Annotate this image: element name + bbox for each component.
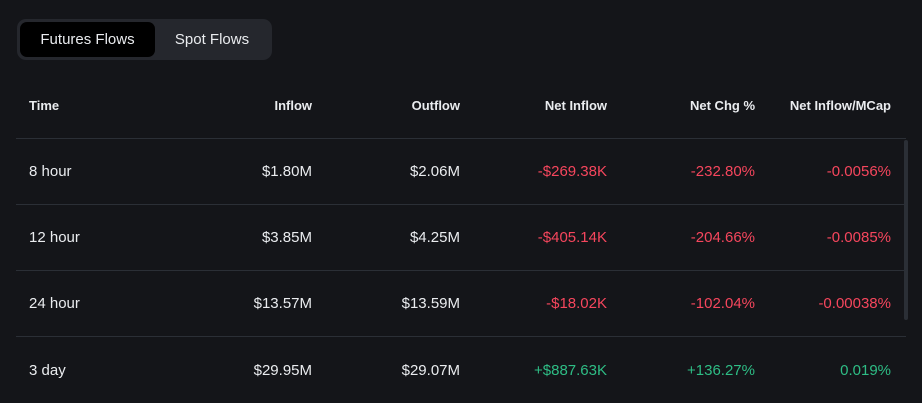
- table-row: 24 hour $13.57M $13.59M -$18.02K -102.04…: [16, 271, 906, 337]
- cell-net-inflow: +$887.63K: [534, 361, 607, 379]
- cell-time: 3 day: [29, 361, 66, 379]
- cell-time: 12 hour: [29, 229, 80, 246]
- cell-time: 24 hour: [29, 295, 80, 312]
- tab-futures-flows[interactable]: Futures Flows: [20, 22, 155, 57]
- cell-net-inflow-mcap: -0.0085%: [826, 229, 891, 246]
- table-row: 8 hour $1.80M $2.06M -$269.38K -232.80% …: [16, 139, 906, 205]
- table-row: 3 day $29.95M $29.07M +$887.63K +136.27%…: [16, 337, 906, 403]
- flow-type-tabs: Futures Flows Spot Flows: [17, 19, 272, 60]
- header-outflow: Outflow: [411, 97, 460, 113]
- header-time: Time: [29, 97, 60, 113]
- cell-inflow: $13.57M: [253, 295, 312, 312]
- cell-inflow: $1.80M: [261, 163, 312, 180]
- header-net-chg: Net Chg %: [690, 97, 755, 113]
- cell-net-chg: -102.04%: [690, 295, 755, 312]
- table-scrollbar[interactable]: [904, 140, 908, 320]
- cell-net-inflow: -$405.14K: [537, 229, 607, 246]
- cell-time: 8 hour: [29, 163, 72, 180]
- cell-net-chg: -232.80%: [690, 163, 755, 180]
- table-header-row: Time Inflow Outflow Net Inflow Net Chg %…: [16, 72, 906, 139]
- cell-inflow: $29.95M: [253, 361, 312, 379]
- cell-net-chg: +136.27%: [687, 361, 755, 379]
- table-row: 12 hour $3.85M $4.25M -$405.14K -204.66%…: [16, 205, 906, 271]
- cell-outflow: $29.07M: [401, 361, 460, 379]
- cell-net-inflow-mcap: -0.00038%: [818, 295, 891, 312]
- cell-net-inflow-mcap: 0.019%: [840, 361, 891, 379]
- cell-outflow: $2.06M: [409, 163, 460, 180]
- header-net-inflow: Net Inflow: [544, 97, 607, 113]
- header-net-inflow-mcap: Net Inflow/MCap: [789, 97, 891, 113]
- cell-outflow: $13.59M: [401, 295, 460, 312]
- cell-inflow: $3.85M: [261, 229, 312, 246]
- cell-net-inflow-mcap: -0.0056%: [826, 163, 891, 180]
- flows-table: Time Inflow Outflow Net Inflow Net Chg %…: [16, 72, 906, 403]
- cell-net-inflow: -$18.02K: [546, 295, 607, 312]
- tab-spot-flows[interactable]: Spot Flows: [155, 22, 269, 57]
- cell-net-chg: -204.66%: [690, 229, 755, 246]
- cell-net-inflow: -$269.38K: [537, 163, 607, 180]
- tab-futures-flows-label: Futures Flows: [40, 31, 135, 48]
- cell-outflow: $4.25M: [409, 229, 460, 246]
- header-inflow: Inflow: [274, 97, 312, 113]
- tab-spot-flows-label: Spot Flows: [174, 31, 250, 48]
